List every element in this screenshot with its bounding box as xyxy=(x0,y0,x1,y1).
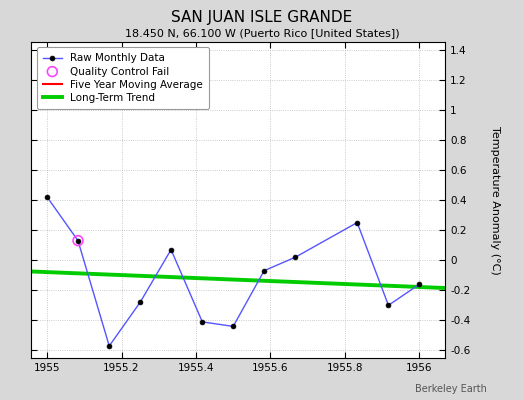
Legend: Raw Monthly Data, Quality Control Fail, Five Year Moving Average, Long-Term Tren: Raw Monthly Data, Quality Control Fail, … xyxy=(37,47,209,109)
Text: Berkeley Earth: Berkeley Earth xyxy=(416,384,487,394)
Raw Monthly Data xyxy=(44,194,50,199)
Text: SAN JUAN ISLE GRANDE: SAN JUAN ISLE GRANDE xyxy=(171,10,353,25)
Raw Monthly Data xyxy=(230,324,236,329)
Raw Monthly Data xyxy=(385,303,391,308)
Raw Monthly Data xyxy=(75,238,81,243)
Quality Control Fail xyxy=(74,238,82,244)
Raw Monthly Data xyxy=(106,344,112,348)
Raw Monthly Data xyxy=(292,255,299,260)
Raw Monthly Data xyxy=(199,320,205,324)
Raw Monthly Data xyxy=(354,220,361,225)
Text: 18.450 N, 66.100 W (Puerto Rico [United States]): 18.450 N, 66.100 W (Puerto Rico [United … xyxy=(125,28,399,38)
Raw Monthly Data xyxy=(137,300,143,305)
Raw Monthly Data xyxy=(261,268,267,273)
Y-axis label: Temperature Anomaly (°C): Temperature Anomaly (°C) xyxy=(490,126,500,274)
Raw Monthly Data xyxy=(168,247,174,252)
Raw Monthly Data xyxy=(416,282,422,287)
Line: Raw Monthly Data: Raw Monthly Data xyxy=(45,194,422,348)
